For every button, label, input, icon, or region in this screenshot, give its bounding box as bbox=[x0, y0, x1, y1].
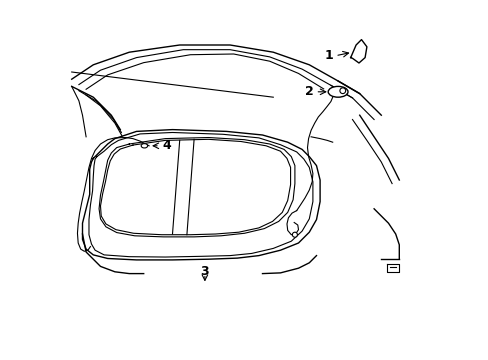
Circle shape bbox=[292, 232, 297, 237]
Text: 2: 2 bbox=[305, 85, 313, 98]
Circle shape bbox=[339, 88, 345, 94]
Ellipse shape bbox=[141, 144, 147, 148]
Text: 3: 3 bbox=[200, 265, 209, 278]
Ellipse shape bbox=[327, 86, 347, 97]
Text: 1: 1 bbox=[324, 49, 333, 62]
Text: 4: 4 bbox=[163, 139, 171, 152]
Polygon shape bbox=[350, 40, 366, 63]
